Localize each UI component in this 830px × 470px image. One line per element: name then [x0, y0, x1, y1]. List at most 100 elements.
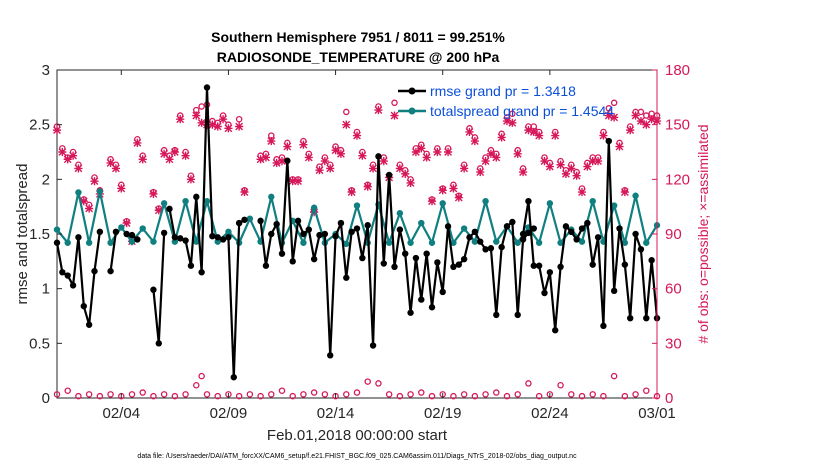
rmse-point: [316, 231, 323, 239]
obs-rejected-marker: [396, 392, 404, 400]
y-axis-label: rmse and totalspread: [14, 164, 31, 305]
y-right-tick-label: 120: [665, 171, 690, 188]
totalspread-point: [482, 198, 489, 205]
obs-assimilated-marker: [218, 115, 228, 124]
obs-rejected-marker: [343, 391, 350, 398]
rmse-point: [519, 236, 527, 243]
obs-assimilated-marker: [261, 153, 271, 162]
rmse-point: [423, 250, 430, 257]
rmse-point: [439, 288, 446, 296]
rmse-point: [262, 262, 270, 269]
obs-rejected-marker: [632, 391, 639, 398]
totalspread-point: [632, 192, 639, 199]
rmse-point: [552, 327, 559, 334]
rmse-point: [310, 255, 318, 263]
obs-assimilated-marker: [374, 106, 383, 115]
rmse-point: [627, 314, 634, 322]
obs-assimilated-marker: [460, 164, 469, 173]
totalspread-point: [75, 189, 82, 196]
obs-rejected-marker: [193, 381, 200, 389]
obs-assimilated-marker: [492, 153, 501, 162]
rmse-point: [412, 254, 420, 262]
rmse-point: [343, 274, 350, 281]
rmse-point: [294, 217, 302, 225]
rmse-point: [546, 269, 554, 276]
x-tick-label: 02/24: [531, 405, 569, 422]
rmse-point: [268, 230, 275, 238]
y-tick-label: 1.5: [29, 226, 50, 243]
obs-assimilated-marker: [63, 155, 72, 164]
rmse-point: [273, 220, 280, 228]
obs-assimilated-marker: [283, 142, 292, 151]
obs-rejected-marker: [75, 392, 82, 400]
obs-assimilated-marker: [433, 147, 442, 157]
rmse-point: [557, 263, 564, 270]
obs-assimilated-marker: [588, 157, 597, 166]
rmse-point: [75, 234, 82, 241]
obs-assimilated-marker: [288, 177, 297, 186]
obs-assimilated-marker: [170, 147, 179, 157]
rmse-point: [284, 157, 291, 164]
rmse-point: [69, 282, 77, 289]
obs-assimilated-marker: [390, 111, 399, 120]
obs-rejected-series: [53, 372, 661, 400]
totalspread-point: [343, 240, 350, 248]
x-tick-label: 02/14: [317, 405, 355, 422]
obs-assimilated-marker: [208, 120, 217, 129]
line-series: [53, 84, 661, 381]
obs-assimilated-marker: [540, 157, 549, 166]
obs-assimilated-marker: [352, 131, 362, 140]
obs-assimilated-marker: [315, 166, 324, 175]
rmse-point: [241, 216, 248, 223]
rmse-point: [600, 322, 607, 330]
obs-assimilated-marker: [395, 164, 404, 173]
rmse-point: [498, 243, 505, 251]
obs-assimilated-marker: [406, 178, 415, 188]
obs-rejected-marker: [278, 387, 286, 394]
obs-assimilated-marker: [133, 138, 142, 147]
totalspread-point: [621, 239, 629, 246]
rmse-point: [616, 225, 623, 232]
totalspread-point: [53, 226, 61, 233]
obs-rejected-marker: [321, 391, 329, 398]
rmse-point: [503, 223, 511, 230]
obs-assimilated-marker: [524, 126, 533, 135]
rmse-point: [187, 262, 195, 269]
obs-assimilated-marker: [74, 164, 83, 173]
obs-rejected-marker: [268, 391, 275, 398]
obs-rejected-marker: [182, 391, 189, 398]
obs-assimilated-marker: [626, 126, 635, 135]
obs-assimilated-marker: [358, 151, 367, 160]
obs-assimilated-marker: [197, 118, 206, 127]
obs-assimilated-marker: [502, 116, 512, 126]
obs-assimilated-marker: [111, 164, 121, 173]
rmse-point: [203, 84, 211, 91]
obs-rejected-marker: [385, 391, 393, 398]
obs-rejected-marker: [643, 387, 650, 394]
obs-rejected-marker: [589, 391, 596, 398]
obs-rejected-marker: [139, 389, 146, 396]
rmse-line: [521, 139, 659, 332]
totalspread-point: [193, 238, 200, 245]
obs-assimilated-marker: [224, 124, 233, 133]
legend: rmse grand pr = 1.3418 totalspread grand…: [398, 83, 614, 119]
obs-rejected-marker: [535, 392, 543, 400]
totalspread-point: [557, 239, 564, 246]
obs-assimilated-marker: [304, 153, 313, 162]
obs-assimilated-marker: [149, 189, 158, 198]
rmse-point: [80, 302, 87, 310]
totalspread-point: [578, 238, 586, 245]
obs-assimilated-marker: [240, 188, 249, 197]
rmse-point: [509, 218, 516, 226]
obs-rejected-marker: [310, 389, 318, 396]
obs-rejected-marker: [203, 391, 211, 398]
rmse-point: [321, 230, 329, 238]
obs-rejected-marker: [160, 391, 168, 398]
obs-assimilated-marker: [85, 204, 94, 213]
rmse-point: [391, 263, 398, 270]
obs-assimilated-marker: [79, 197, 88, 206]
rmse-point: [466, 234, 473, 241]
rmse-point: [123, 230, 130, 238]
chart-title: Southern Hemisphere 7951 / 8011 = 99.251…: [211, 29, 505, 45]
obs-possible-marker: [610, 99, 618, 107]
